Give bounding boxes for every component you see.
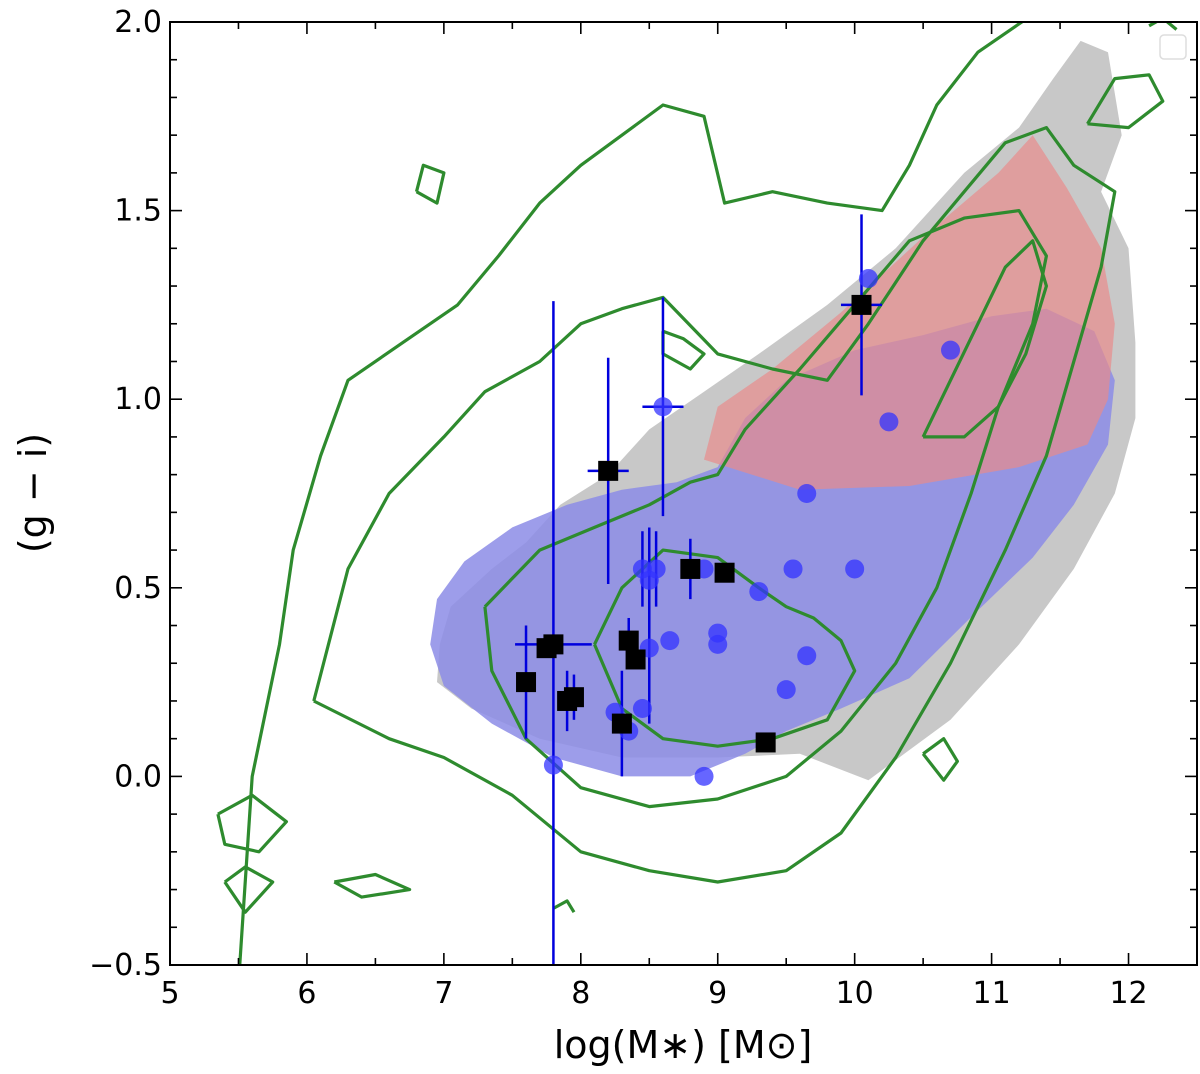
- red-population-region: [704, 135, 1115, 490]
- x-tick-label: 5: [160, 976, 179, 1011]
- x-tick-labels: 5 6 7 8 9 10 11 12: [160, 976, 1147, 1011]
- black-point-0: [851, 294, 872, 315]
- black-point-10: [625, 649, 646, 670]
- x-tick-label: 12: [1109, 976, 1147, 1011]
- y-tick-label: 0.0: [114, 759, 162, 794]
- blue-point-8: [797, 646, 817, 666]
- x-tick-label: 6: [297, 976, 316, 1011]
- blue-point-9: [776, 680, 796, 700]
- blue-point-3: [653, 397, 673, 417]
- data-points: [516, 268, 961, 786]
- y-axis-title: (g − i): [11, 433, 55, 553]
- axis-ticks: [169, 21, 1198, 966]
- contour-line-12: [333, 872, 412, 899]
- contour-line-1: [238, 22, 1025, 965]
- plot-frame: [169, 21, 1198, 966]
- contour-line-4: [593, 548, 857, 748]
- x-tick-label: 11: [973, 976, 1011, 1011]
- blue-point-2: [879, 412, 899, 432]
- contour-line-14: [552, 899, 576, 914]
- x-tick-label: 8: [571, 976, 590, 1011]
- black-point-8: [557, 690, 578, 711]
- contour-line-8: [216, 793, 288, 854]
- contour-line-5: [921, 239, 1049, 439]
- blue-point-1: [941, 340, 961, 360]
- y-tick-label: −0.5: [89, 948, 162, 983]
- black-point-2: [680, 558, 701, 579]
- blue-point-11: [708, 634, 728, 654]
- x-tick-label: 10: [836, 976, 874, 1011]
- x-tick-label: 9: [708, 976, 727, 1011]
- blue-point-19: [632, 699, 652, 719]
- black-point-3: [714, 562, 735, 583]
- black-point-9: [618, 630, 639, 651]
- black-point-6: [516, 672, 537, 693]
- contour-line-11: [1148, 22, 1178, 31]
- contour-line-2: [312, 125, 1117, 884]
- y-tick-label: 1.5: [114, 194, 162, 229]
- density-contours: [216, 22, 1178, 965]
- population-regions: [430, 40, 1136, 781]
- blue-point-13: [694, 766, 714, 786]
- blue-point-7: [749, 582, 769, 602]
- black-point-12: [755, 732, 776, 753]
- blue-point-6: [783, 559, 803, 579]
- black-point-5: [536, 638, 557, 659]
- y-tick-label: 2.0: [114, 5, 162, 40]
- blue-point-17: [660, 631, 680, 651]
- contour-line-6: [414, 163, 446, 205]
- blue-point-5: [845, 559, 865, 579]
- blue-point-0: [858, 268, 878, 288]
- black-point-11: [611, 713, 632, 734]
- contour-line-13: [661, 329, 706, 371]
- contour-line-7: [1086, 73, 1165, 130]
- contour-line-9: [223, 865, 275, 914]
- blue-point-16: [639, 570, 659, 590]
- legend-box: [1159, 34, 1187, 60]
- blue-point-22: [543, 755, 563, 775]
- y-tick-label: 1.0: [114, 382, 162, 417]
- black-point-1: [598, 460, 619, 481]
- contour-line-3: [483, 209, 1049, 809]
- x-tick-label: 7: [434, 976, 453, 1011]
- y-tick-labels: −0.5 0.0 0.5 1.0 1.5 2.0: [89, 5, 162, 983]
- blue-point-4: [797, 484, 817, 503]
- x-axis-title: log(M∗) [M⊙]: [554, 1023, 813, 1067]
- contour-line-10: [921, 737, 960, 782]
- y-tick-label: 0.5: [114, 571, 162, 606]
